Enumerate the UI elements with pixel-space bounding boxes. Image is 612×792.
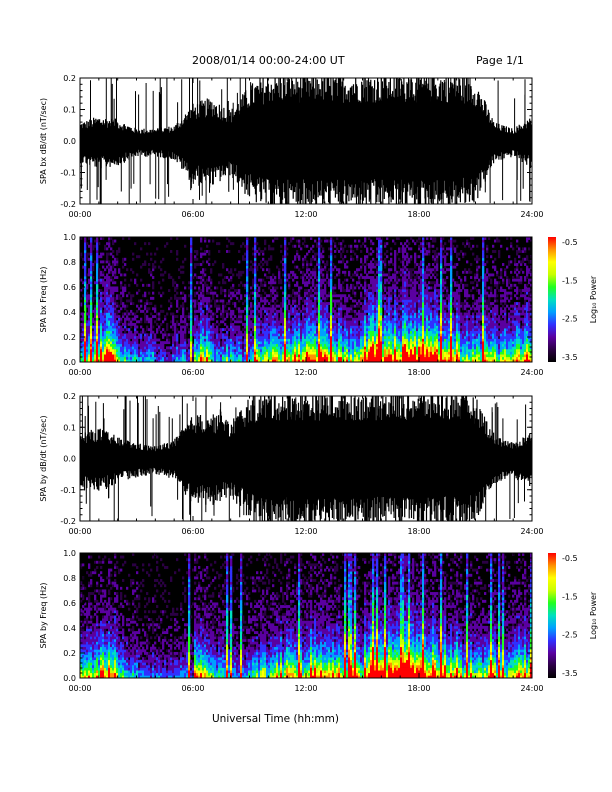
colorbar-title: Log₁₀ Power: [589, 275, 598, 323]
y-tick-label: -0.2: [60, 517, 76, 526]
y-axis-title: SPA by Freq (Hz): [39, 583, 48, 649]
x-tick-label: 06:00: [181, 210, 204, 219]
y-axis-title: SPA bx Freq (Hz): [39, 267, 48, 333]
x-tick-label: 12:00: [294, 527, 317, 536]
x-tick-label: 06:00: [181, 527, 204, 536]
colorbar-tick-label: -2.5: [562, 315, 578, 324]
x-tick-label: 24:00: [520, 527, 543, 536]
y-tick-label: 0.2: [63, 392, 76, 401]
by-spectrogram-panel: -0.5 -1.5 -2.5 -3.5 Log₁₀ Power 1.0 0.8 0.6 0.4 0…: [39, 549, 598, 693]
colorbar-tick-label: -2.5: [562, 631, 578, 640]
x-tick-label: 00:00: [68, 210, 91, 219]
x-tick-label: 06:00: [181, 684, 204, 693]
y-axis-title: SPA bx dB/dt (nT/sec): [39, 98, 48, 184]
y-tick-label: 0.1: [63, 106, 76, 115]
y-tick-label: 0.2: [63, 649, 76, 658]
x-tick-label: 18:00: [407, 527, 430, 536]
x-tick-label: 06:00: [181, 368, 204, 377]
y-tick-label: 1.0: [63, 233, 76, 242]
waveform-envelope: [80, 78, 532, 204]
y-tick-label: 1.0: [63, 549, 76, 558]
colorbar-tick-label: -0.5: [562, 554, 578, 563]
y-axis-title: SPA by dB/dt (nT/sec): [39, 415, 48, 501]
y-tick-label: 0.0: [63, 358, 76, 367]
y-tick-label: 0.0: [63, 674, 76, 683]
y-tick-label: 0.0: [63, 455, 76, 464]
y-tick-label: 0.8: [63, 258, 76, 267]
x-tick-label: 00:00: [68, 527, 91, 536]
x-tick-label: 00:00: [68, 368, 91, 377]
y-tick-label: 0.0: [63, 137, 76, 146]
x-axis-title: Universal Time (hh:mm): [212, 713, 339, 725]
x-tick-label: 24:00: [520, 684, 543, 693]
spectrogram-cells: [80, 553, 533, 679]
x-tick-label: 18:00: [407, 210, 430, 219]
colorbar-tick-label: -3.5: [562, 669, 578, 678]
colorbar-tick-label: -0.5: [562, 238, 578, 247]
colorbar-title: Log₁₀ Power: [589, 591, 598, 639]
colorbar: -0.5 -1.5 -2.5 -3.5 Log₁₀ Power: [548, 237, 598, 362]
date-range-title: 2008/01/14 00:00-24:00 UT: [192, 54, 345, 67]
colorbar-gradient: [548, 553, 556, 678]
y-tick-label: -0.2: [60, 200, 76, 209]
x-tick-label: 00:00: [68, 684, 91, 693]
colorbar: -0.5 -1.5 -2.5 -3.5 Log₁₀ Power: [548, 553, 598, 678]
x-tick-label: 12:00: [294, 368, 317, 377]
bx-spectrogram-panel: -0.5 -1.5 -2.5 -3.5 Log₁₀ Power 1.0 0.8 0.6 0.4 0…: [39, 233, 598, 377]
x-tick-label: 24:00: [520, 210, 543, 219]
x-tick-label: 18:00: [407, 684, 430, 693]
waveform-trace: [80, 78, 532, 204]
colorbar-tick-label: -1.5: [562, 592, 578, 601]
y-tick-label: 0.4: [63, 308, 76, 317]
waveform-spikes: [81, 396, 527, 521]
colorbar-tick-label: -3.5: [562, 353, 578, 362]
x-tick-label: 12:00: [294, 210, 317, 219]
colorbar-tick-label: -1.5: [562, 276, 578, 285]
y-tick-label: 0.2: [63, 74, 76, 83]
y-tick-label: 0.6: [63, 283, 76, 292]
bx-waveform-panel: 0.2 0.1 0.0 -0.1 -0.200:00 06:00 12:00 18:00 24:…: [39, 74, 544, 219]
y-tick-label: 0.6: [63, 599, 76, 608]
y-tick-label: -0.1: [60, 486, 76, 495]
waveform-trace: [80, 396, 532, 521]
spectrogram-cells: [80, 237, 533, 363]
y-tick-label: 0.1: [63, 423, 76, 432]
y-tick-label: -0.1: [60, 169, 76, 178]
x-tick-label: 18:00: [407, 368, 430, 377]
x-tick-label: 24:00: [520, 368, 543, 377]
colorbar-gradient: [548, 237, 556, 362]
x-tick-label: 12:00: [294, 684, 317, 693]
waveform-spikes: [80, 78, 531, 204]
y-tick-label: 0.8: [63, 574, 76, 583]
page-indicator: Page 1/1: [476, 54, 524, 67]
y-tick-label: 0.4: [63, 624, 76, 633]
by-waveform-panel: 0.2 0.1 0.0 -0.1 -0.200:00 06:00 12:00 18:00 24:…: [39, 392, 544, 536]
y-tick-label: 0.2: [63, 333, 76, 342]
